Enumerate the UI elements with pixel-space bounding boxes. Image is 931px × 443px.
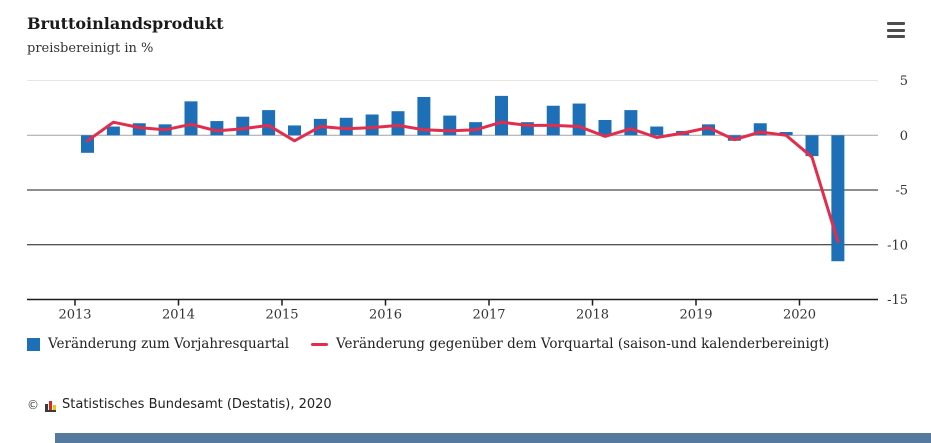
bar-2015-Q1[interactable] <box>288 125 301 136</box>
bar-2019-Q4[interactable] <box>779 132 793 136</box>
footer-bar <box>55 433 931 443</box>
chart-subtitle: preisbereinigt in % <box>27 41 154 57</box>
y-tick-label--5: -5 <box>895 184 908 199</box>
y-tick-label--15: -15 <box>887 293 908 308</box>
x-tick-label-2016: 2016 <box>369 308 402 323</box>
legend-label-line: Veränderung gegenüber dem Vorquartal (sa… <box>336 336 830 352</box>
bar-2016-Q1[interactable] <box>391 111 405 136</box>
bar-2014-Q4[interactable] <box>262 110 276 136</box>
x-tick-label-2019: 2019 <box>679 308 712 323</box>
x-tick-label-2014: 2014 <box>162 308 195 323</box>
bar-2014-Q3[interactable] <box>236 116 250 136</box>
x-tick-label-2015: 2015 <box>265 308 298 323</box>
destatis-logo-icon <box>45 398 56 412</box>
gdp-chart: 2013 2014 2015 2016 2017 2018 2019 2020 5 0 -5 -10 -… <box>27 74 908 323</box>
legend-item-bars: Veränderung zum Vorjahresquartal <box>27 336 289 352</box>
x-tick-label-2018: 2018 <box>576 308 609 323</box>
bar-2020-Q1[interactable] <box>805 135 819 157</box>
bar-2013-Q2[interactable] <box>106 126 120 136</box>
bar-2015-Q4[interactable] <box>365 114 379 136</box>
y-tick-label-0: 0 <box>900 129 908 144</box>
chart-header: Bruttoinlandsprodukt preisbereinigt in % <box>27 14 224 56</box>
y-tick-label-5: 5 <box>900 74 908 89</box>
bar-2016-Q2[interactable] <box>417 96 431 136</box>
chart-title: Bruttoinlandsprodukt <box>27 14 224 33</box>
source-note: © Statistisches Bundesamt (Destatis), 20… <box>27 397 332 412</box>
bar-2019-Q1[interactable] <box>702 124 715 136</box>
bar-2014-Q1[interactable] <box>184 101 198 136</box>
x-tick-label-2017: 2017 <box>472 308 505 323</box>
legend-item-line: Veränderung gegenüber dem Vorquartal (sa… <box>311 336 829 352</box>
quarterly-change-line[interactable] <box>86 120 840 243</box>
hamburger-menu-icon <box>887 28 905 32</box>
bar-2017-Q1[interactable] <box>495 95 508 136</box>
hamburger-menu-icon <box>887 35 905 38</box>
bar-series-swatch-icon <box>27 337 40 351</box>
line-series-swatch-icon <box>311 342 329 346</box>
source-text: Statistisches Bundesamt (Destatis), 2020 <box>62 397 332 412</box>
bar-2015-Q3[interactable] <box>339 117 353 136</box>
chart-legend: Veränderung zum Vorjahresquartal Verände… <box>27 336 829 352</box>
bar-2018-Q3[interactable] <box>650 126 664 136</box>
bar-2017-Q4[interactable] <box>572 103 586 136</box>
bar-2017-Q3[interactable] <box>546 105 560 136</box>
x-tick-label-2013: 2013 <box>58 308 91 323</box>
menu-button[interactable] <box>887 22 905 38</box>
legend-label-bars: Veränderung zum Vorjahresquartal <box>48 336 290 352</box>
bar-2018-Q1[interactable] <box>598 119 612 136</box>
hamburger-menu-icon <box>887 22 905 25</box>
copyright-symbol: © <box>27 397 39 412</box>
y-tick-label--10: -10 <box>887 238 908 253</box>
bar-2014-Q2[interactable] <box>210 121 224 136</box>
x-tick-label-2020: 2020 <box>783 308 816 323</box>
